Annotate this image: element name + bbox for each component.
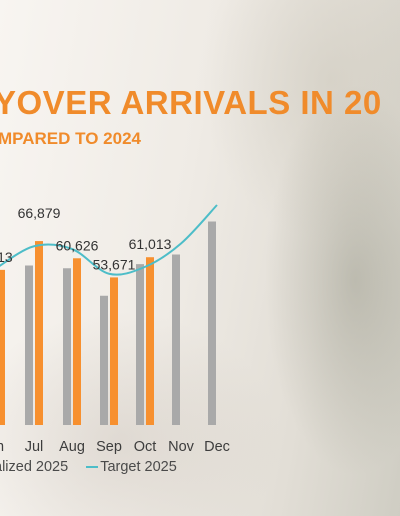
bar-2024 [100, 295, 108, 425]
data-label: 60,626 [56, 237, 99, 253]
x-tick-label: Sep [96, 439, 122, 455]
chart-title: YOVER ARRIVALS IN 20 [0, 84, 382, 121]
bar-2025 [73, 258, 81, 425]
target-line [0, 204, 218, 276]
bar-2024 [136, 264, 144, 425]
x-tick-label: Jul [25, 439, 44, 455]
x-tick-label: Aug [59, 439, 85, 455]
x-tick-label: Oct [134, 439, 157, 455]
data-label: 413 [0, 249, 13, 265]
data-label: 61,013 [129, 236, 172, 252]
chart-subtitle: MPARED TO 2024 [0, 129, 141, 148]
data-label: 53,671 [93, 256, 136, 272]
x-tick-label: Nov [168, 439, 195, 455]
x-tick-label: Dec [204, 439, 230, 455]
x-tick-label: un [0, 439, 4, 455]
bar-2024 [63, 268, 71, 425]
data-label: 66,879 [18, 205, 61, 221]
bar-2025 [146, 257, 154, 425]
bar-2024 [172, 254, 180, 425]
bar-2025 [0, 269, 5, 425]
legend: alized 2025 Target 2025 [0, 459, 177, 475]
bar-2025 [110, 277, 118, 425]
bar-2025 [35, 241, 43, 425]
legend-swatch-target [86, 466, 99, 469]
legend-item-target: Target 2025 [100, 459, 177, 476]
bar-2024 [208, 221, 216, 425]
legend-item-realized: alized 2025 [0, 459, 69, 476]
bar-2024 [25, 265, 33, 425]
